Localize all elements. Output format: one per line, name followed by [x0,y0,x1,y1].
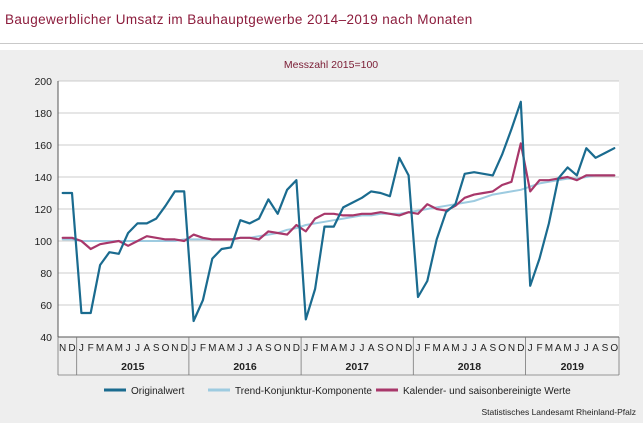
year-label: 2015 [121,361,145,373]
year-label: 2018 [458,361,482,373]
x-tick-label: M [339,343,347,354]
y-tick-label: 60 [40,300,52,312]
series-lines [61,100,616,323]
legend-label: Trend-Konjunktur-Komponente [235,386,372,397]
x-tick-label: D [405,343,412,354]
x-tick-label: S [377,343,384,354]
x-tick-label: N [59,343,66,354]
x-tick-label: J [135,343,140,354]
line-chart: Messzahl 2015=100 40 60 80 100 120 140 160 180 2… [34,59,637,417]
x-tick-label: N [283,343,290,354]
chart-area: Messzahl 2015=100 40 60 80 100 120 140 160 180 2… [0,50,643,423]
x-tick-label: J [303,343,308,354]
x-tick-label: S [153,343,160,354]
x-tick-label: M [208,343,216,354]
y-axis: 40 60 80 100 120 140 160 180 200 [34,76,59,344]
x-tick-label: S [489,343,496,354]
y-tick-label: 100 [34,236,52,248]
x-tick-label: M [115,343,123,354]
x-tick-label: J [462,343,467,354]
x-tick-label: D [293,343,300,354]
x-tick-label: D [517,343,524,354]
x-tick-label: J [359,343,364,354]
x-tick-label: O [274,343,282,354]
y-tick-label: 120 [34,204,52,216]
x-tick-label: A [256,343,263,354]
y-tick-label: 40 [40,332,52,344]
x-tick-label: M [433,343,441,354]
x-tick-label: M [545,343,553,354]
x-tick-label: J [247,343,252,354]
x-tick-label: J [584,343,589,354]
x-tick-label: A [330,343,337,354]
y-tick-label: 140 [34,172,52,184]
x-tick-label: J [528,343,533,354]
x-tick-label: A [143,343,150,354]
x-tick-label: J [191,343,196,354]
x-tick-label: D [181,343,188,354]
y-tick-label: 200 [34,76,52,88]
x-tick-label: N [171,343,178,354]
x-tick-label: J [238,343,243,354]
x-tick-label: N [508,343,515,354]
x-tick-label: F [200,343,206,354]
x-tick-label: M [96,343,104,354]
x-tick-label: J [472,343,477,354]
x-tick-label: J [350,343,355,354]
x-tick-label: J [79,343,84,354]
x-tick-label: O [610,343,618,354]
legend-label: Originalwert [131,386,185,397]
x-tick-label: J [574,343,579,354]
source-note: Statistisches Landesamt Rheinland-Pfalz [482,407,637,417]
legend-label: Kalender- und saisonbereinigte Werte [403,386,571,397]
x-tick-label: J [126,343,131,354]
chart-subtitle: Messzahl 2015=100 [284,59,378,71]
legend: Originalwert Trend-Konjunktur-Komponente K… [104,386,571,397]
y-tick-label: 180 [34,108,52,120]
x-tick-label: O [162,343,170,354]
x-tick-label: O [498,343,506,354]
x-tick-label: A [368,343,375,354]
year-label: 2017 [346,361,370,373]
x-tick-label: F [312,343,318,354]
chart-title: Baugewerblicher Umsatz im Bauhauptgewerb… [5,12,473,27]
gridlines [58,80,619,338]
x-tick-label: A [218,343,225,354]
x-tick-label: S [265,343,272,354]
x-tick-label: N [396,343,403,354]
x-tick-label: A [480,343,487,354]
x-tick-label: M [563,343,571,354]
series-line-1 [61,100,616,323]
x-tick-label: A [555,343,562,354]
x-tick-label: F [424,343,430,354]
x-tick-label: D [68,343,75,354]
title-bar: Baugewerblicher Umsatz im Bauhauptgewerb… [0,0,643,44]
x-tick-label: O [386,343,394,354]
x-tick-label: F [536,343,542,354]
y-tick-label: 80 [40,268,52,280]
x-tick-label: M [227,343,235,354]
x-tick-label: A [443,343,450,354]
x-tick-label: A [106,343,113,354]
x-tick-label: J [415,343,420,354]
x-tick-label: A [592,343,599,354]
year-label: 2016 [233,361,257,373]
year-label: 2019 [561,361,585,373]
x-tick-label: S [602,343,609,354]
y-tick-label: 160 [34,140,52,152]
x-tick-label: M [320,343,328,354]
x-tick-label: F [88,343,94,354]
x-tick-label: M [451,343,459,354]
